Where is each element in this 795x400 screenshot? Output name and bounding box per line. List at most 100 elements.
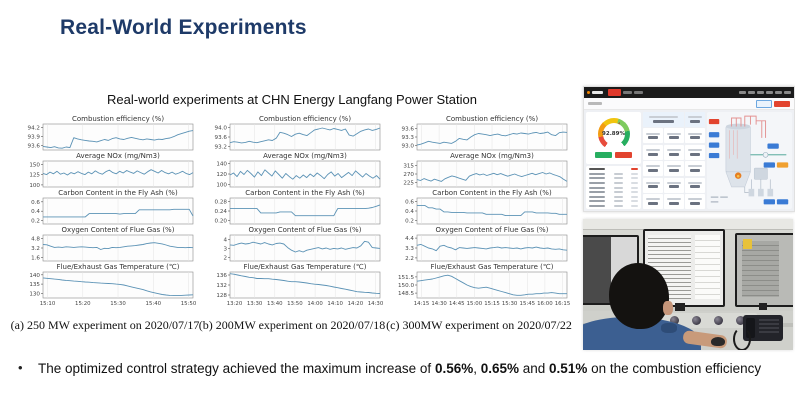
experiment-charts: Combustion efficiency (%) 94.2 93.9 93.6 Ave… — [11, 114, 572, 333]
svg-text:14:00: 14:00 — [307, 301, 323, 307]
svg-text:4.8: 4.8 — [31, 237, 40, 243]
boiler-tubes — [729, 130, 738, 159]
diagram-blue-button — [708, 152, 720, 159]
svg-text:135: 135 — [29, 282, 40, 288]
svg-text:94.2: 94.2 — [28, 126, 40, 132]
control-knob — [691, 316, 701, 325]
svg-text:100: 100 — [216, 182, 227, 188]
dashboard-toolbar — [584, 98, 794, 110]
legend-dash — [710, 196, 719, 198]
svg-text:151.5: 151.5 — [398, 275, 414, 281]
svg-text:Combustion efficiency (%): Combustion efficiency (%) — [446, 115, 538, 123]
dashboard-body: 92.89% — [584, 110, 794, 211]
svg-text:93.6: 93.6 — [402, 126, 415, 132]
value-card — [643, 144, 663, 160]
parameter-list-card — [586, 166, 641, 209]
svg-text:3: 3 — [223, 246, 227, 252]
svg-text:0.6: 0.6 — [405, 200, 414, 206]
svg-text:14:30: 14:30 — [431, 301, 447, 307]
cyclone-unit — [753, 167, 768, 180]
dashboard-menu-item — [766, 91, 773, 94]
dashboard-header-bar — [584, 87, 794, 98]
diagram-orange-button — [776, 162, 789, 168]
svg-text:120: 120 — [216, 172, 227, 178]
svg-text:13:30: 13:30 — [247, 301, 263, 307]
svg-text:Oxygen Content of Flue Gas (%): Oxygen Content of Flue Gas (%) — [62, 226, 175, 234]
chart-panel-300mw: Combustion efficiency (%) 93.6 93.3 93.0 Ave… — [398, 115, 570, 307]
chart-column-c: Combustion efficiency (%) 93.6 93.3 93.0 Ave… — [386, 114, 572, 333]
bullet-sep-1: , — [473, 361, 481, 376]
svg-text:0.20: 0.20 — [215, 219, 228, 225]
operator-ear — [663, 301, 673, 315]
gauge-red-button — [615, 152, 632, 158]
svg-text:15:40: 15:40 — [146, 301, 162, 307]
svg-text:93.3: 93.3 — [402, 135, 415, 141]
svg-text:94.0: 94.0 — [215, 126, 228, 132]
svg-text:14:15: 14:15 — [414, 301, 430, 307]
value-card — [685, 112, 705, 127]
bullet-suffix: on the combustion efficiency — [587, 361, 762, 376]
gauge-value: 92.89% — [602, 131, 625, 138]
monitor-stand — [759, 303, 767, 310]
operator-collar — [661, 323, 677, 333]
dashboard-active-tab — [608, 89, 621, 96]
svg-text:93.9: 93.9 — [28, 135, 41, 141]
dashboard-menu-item — [634, 91, 643, 94]
diagram-blue-button — [708, 142, 720, 148]
svg-text:14:45: 14:45 — [449, 301, 465, 307]
svg-text:Average NOx (mg/Nm3): Average NOx (mg/Nm3) — [263, 152, 347, 160]
svg-text:125: 125 — [29, 173, 40, 179]
svg-text:100: 100 — [29, 183, 40, 189]
control-room-photo — [583, 219, 793, 350]
equipment-block — [748, 188, 755, 197]
svg-text:3.3: 3.3 — [405, 246, 414, 252]
operator-head — [609, 263, 669, 329]
svg-text:13:20: 13:20 — [227, 301, 243, 307]
bullet-sep-2: and — [519, 361, 550, 376]
svg-text:3.2: 3.2 — [31, 246, 40, 252]
dashboard-logo-text — [592, 91, 603, 94]
diagram-blue-button — [763, 162, 775, 168]
bullet-prefix: The optimized control strategy achieved … — [38, 361, 435, 376]
svg-text:Average NOx (mg/Nm3): Average NOx (mg/Nm3) — [76, 152, 160, 160]
svg-text:150: 150 — [29, 162, 40, 168]
telephone — [743, 315, 783, 341]
svg-text:225: 225 — [403, 180, 414, 186]
chart-panel-200mw: Combustion efficiency (%) 94.0 93.6 93.2 Ave… — [215, 115, 383, 307]
svg-text:15:45: 15:45 — [520, 301, 536, 307]
dashboard-menu-item — [623, 91, 632, 94]
chart-column-a: Combustion efficiency (%) 94.2 93.9 93.6 Ave… — [11, 114, 200, 333]
svg-text:14:10: 14:10 — [327, 301, 343, 307]
parameter-list-row — [589, 186, 638, 189]
duct-lines — [744, 179, 771, 193]
value-card — [664, 128, 684, 144]
equipment-block — [767, 188, 774, 197]
svg-text:14:30: 14:30 — [368, 301, 383, 307]
dashboard-menu-item — [784, 91, 791, 94]
control-software-screenshot: 92.89% — [583, 86, 795, 212]
parameter-list-row — [589, 177, 638, 180]
svg-text:0.4: 0.4 — [31, 209, 40, 215]
page-title: Real-World Experiments — [60, 16, 307, 39]
diagram-blue-button — [763, 199, 775, 205]
computer-mouse — [711, 337, 725, 346]
svg-text:16:15: 16:15 — [555, 301, 570, 307]
gauge-green-button — [595, 152, 612, 158]
chart-caption-c: (c) 300MW experiment on 2020/07/22 — [386, 318, 572, 332]
dashboard-secondary-button — [756, 99, 772, 108]
svg-text:13:50: 13:50 — [287, 301, 303, 307]
efficiency-gauge-card: 92.89% — [586, 112, 641, 164]
control-knob — [669, 316, 679, 325]
process-flow-diagram — [708, 115, 789, 205]
parameter-list-row — [589, 172, 638, 175]
value-card — [685, 194, 705, 209]
legend-dash — [720, 196, 728, 198]
value-card — [664, 161, 684, 177]
svg-text:0.4: 0.4 — [405, 209, 414, 215]
control-knob — [713, 316, 723, 325]
svg-text:93.6: 93.6 — [28, 144, 41, 150]
svg-text:0.28: 0.28 — [215, 200, 228, 206]
svg-text:Oxygen Content of Flue Gas (%): Oxygen Content of Flue Gas (%) — [249, 226, 362, 234]
boiler-top — [725, 123, 751, 130]
svg-text:Flue/Exhaust Gas Temperature (: Flue/Exhaust Gas Temperature (℃) — [431, 263, 554, 271]
